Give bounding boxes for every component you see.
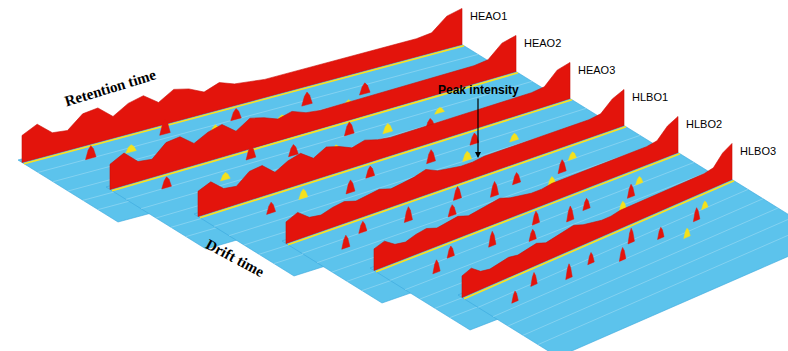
svg-text:HLBO3: HLBO3 [740, 145, 776, 157]
svg-text:HEAO2: HEAO2 [524, 37, 561, 49]
svg-text:HEAO1: HEAO1 [470, 10, 507, 22]
svg-text:HEAO3: HEAO3 [578, 64, 615, 76]
svg-text:Peak intensity: Peak intensity [438, 83, 519, 97]
svg-text:Drift time: Drift time [203, 236, 267, 280]
svg-text:HLBO1: HLBO1 [632, 91, 668, 103]
svg-text:HLBO2: HLBO2 [686, 118, 722, 130]
svg-text:Retention time: Retention time [63, 66, 158, 109]
